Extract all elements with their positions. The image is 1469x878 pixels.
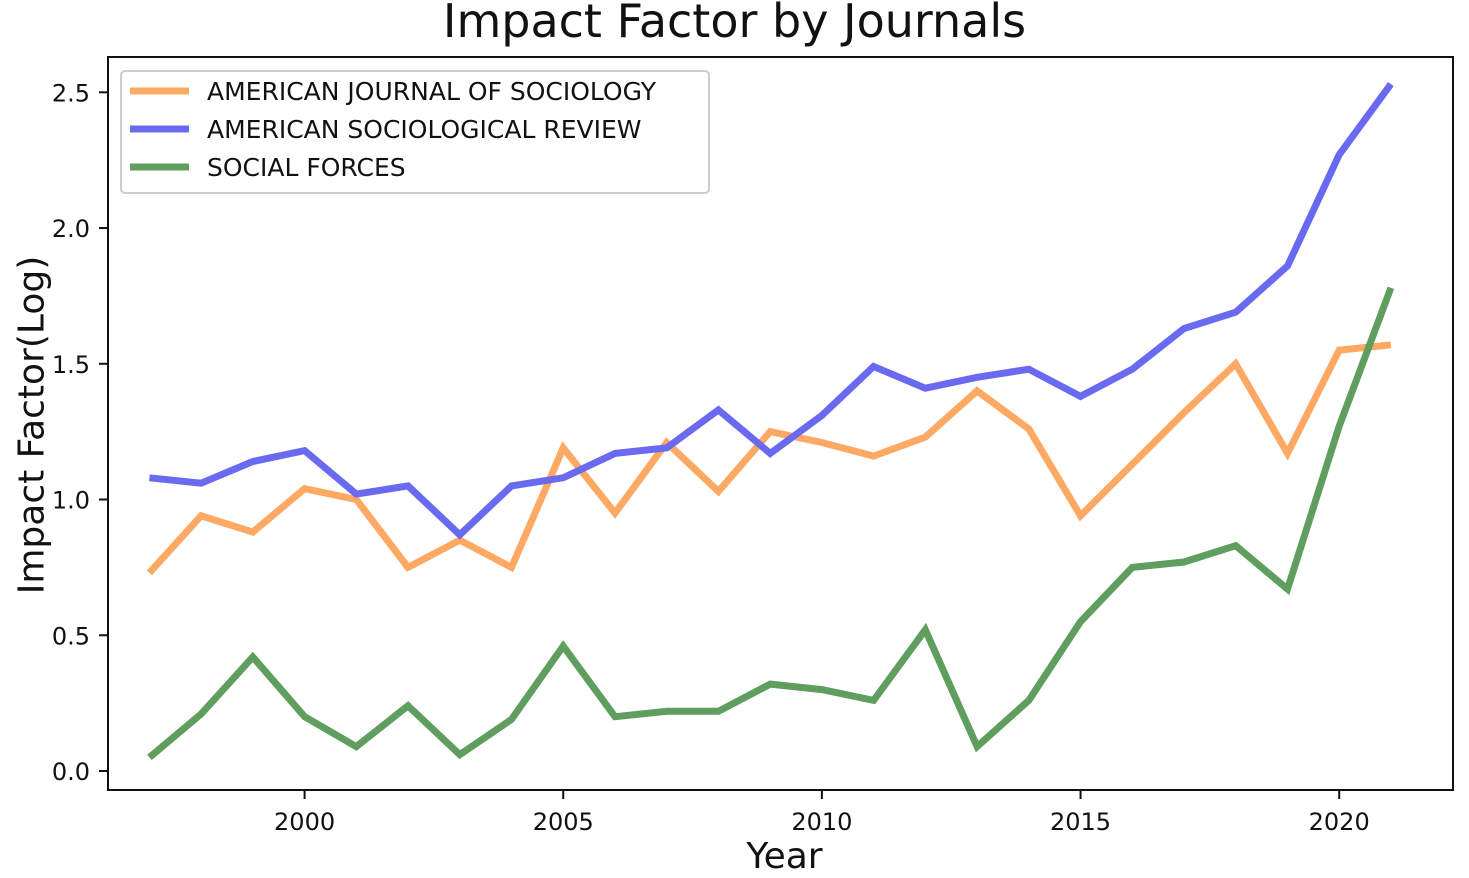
legend-box — [120, 70, 710, 194]
y-tick-label: 0.0 — [52, 758, 90, 786]
y-tick-label: 2.0 — [52, 215, 90, 243]
y-tick-label: 1.5 — [52, 351, 90, 379]
x-tick-label: 2015 — [1050, 808, 1111, 836]
series-line-1 — [149, 82, 1394, 540]
legend-label: AMERICAN JOURNAL OF SOCIOLOGY — [207, 77, 657, 106]
legend-label: AMERICAN SOCIOLOGICAL REVIEW — [207, 115, 642, 144]
y-tick-label: 1.0 — [52, 487, 90, 515]
series-line-0 — [146, 341, 1392, 576]
y-tick-label: 2.5 — [52, 79, 90, 107]
y-axis-label: Impact Factor(Log) — [11, 255, 53, 595]
y-tick-label: 0.5 — [52, 622, 90, 650]
series-line-2 — [147, 286, 1395, 761]
chart-title: Impact Factor by Journals — [442, 0, 1027, 48]
legend-label: SOCIAL FORCES — [207, 153, 406, 182]
x-axis-label: Year — [746, 836, 823, 877]
x-tick-label: 2005 — [533, 808, 594, 836]
x-tick-label: 2000 — [274, 808, 335, 836]
x-tick-label: 2020 — [1309, 808, 1370, 836]
axes-frame — [107, 56, 1454, 791]
x-tick-label: 2010 — [791, 808, 852, 836]
